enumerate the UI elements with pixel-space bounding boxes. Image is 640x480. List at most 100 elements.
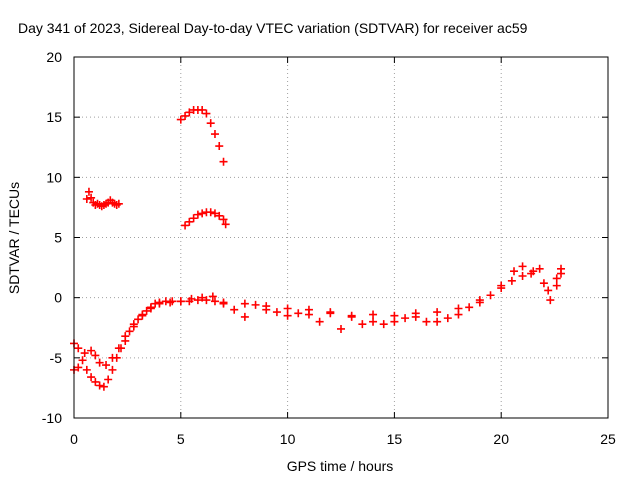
- x-axis-label: GPS time / hours: [287, 458, 394, 474]
- data-point: [557, 264, 566, 273]
- data-point: [454, 304, 463, 313]
- data-point: [80, 349, 89, 358]
- chart-title: Day 341 of 2023, Sidereal Day-to-day VTE…: [18, 20, 528, 36]
- data-point: [87, 193, 96, 202]
- data-point: [121, 332, 130, 341]
- y-axis-label: SDTVAR / TECUs: [6, 182, 22, 294]
- data-point: [401, 314, 410, 323]
- x-tick-label: 5: [177, 431, 185, 447]
- series-arc-mid: [181, 208, 230, 230]
- data-point: [129, 322, 138, 331]
- data-point: [114, 344, 123, 353]
- data-point: [102, 361, 111, 370]
- data-point: [198, 293, 207, 302]
- data-point: [87, 373, 96, 382]
- data-point: [240, 312, 249, 321]
- data-points: [70, 105, 566, 391]
- series-arc-high: [176, 105, 228, 166]
- data-point: [82, 194, 91, 203]
- data-point: [433, 317, 442, 326]
- data-point: [210, 130, 219, 139]
- data-point: [465, 303, 474, 312]
- data-point: [240, 299, 249, 308]
- x-tick-label: 10: [280, 431, 296, 447]
- data-point: [283, 311, 292, 320]
- data-point: [198, 209, 207, 218]
- data-point: [507, 276, 516, 285]
- data-point: [95, 381, 104, 390]
- data-point: [125, 327, 134, 336]
- data-point: [91, 377, 100, 386]
- data-point: [262, 302, 271, 311]
- x-tick-label: 15: [387, 431, 403, 447]
- y-tick-label: 20: [46, 49, 62, 65]
- data-point: [215, 142, 224, 151]
- data-point: [91, 351, 100, 360]
- y-tick-label: -5: [50, 350, 63, 366]
- data-point: [294, 309, 303, 318]
- data-point: [215, 211, 224, 220]
- data-point: [230, 305, 239, 314]
- data-point: [539, 279, 548, 288]
- data-point: [108, 353, 117, 362]
- data-point: [185, 217, 194, 226]
- data-point: [206, 208, 215, 217]
- y-tick-label: 0: [54, 290, 62, 306]
- data-point: [78, 356, 87, 365]
- data-point: [210, 297, 219, 306]
- data-point: [486, 291, 495, 300]
- data-point: [82, 365, 91, 374]
- data-point: [74, 344, 83, 353]
- data-point: [176, 297, 185, 306]
- data-point: [176, 115, 185, 124]
- data-point: [546, 296, 555, 305]
- x-tick-label: 0: [70, 431, 78, 447]
- grid-lines: [74, 57, 608, 418]
- data-point: [198, 105, 207, 114]
- data-point: [315, 317, 324, 326]
- data-point: [155, 299, 164, 308]
- data-point: [138, 310, 147, 319]
- x-tick-label: 25: [600, 431, 616, 447]
- data-point: [146, 304, 155, 313]
- data-point: [411, 309, 420, 318]
- data-point: [544, 286, 553, 295]
- data-point: [206, 119, 215, 128]
- data-point: [202, 296, 211, 305]
- y-tick-label: 5: [54, 230, 62, 246]
- data-point: [189, 214, 198, 223]
- data-point: [251, 300, 260, 309]
- data-point: [527, 269, 536, 278]
- data-point: [369, 310, 378, 319]
- data-point: [497, 281, 506, 290]
- data-point: [272, 308, 281, 317]
- tick-labels: 0 5 10 15 20 25 -10 -5 0 5 10 15 20: [42, 49, 616, 447]
- y-tick-label: -10: [42, 410, 62, 426]
- data-point: [369, 317, 378, 326]
- data-point: [221, 220, 230, 229]
- data-point: [552, 281, 561, 290]
- data-point: [422, 317, 431, 326]
- data-point: [518, 262, 527, 271]
- data-point: [347, 312, 356, 321]
- data-point: [379, 320, 388, 329]
- data-point: [99, 382, 108, 391]
- data-point: [433, 308, 442, 317]
- data-point: [181, 111, 190, 120]
- data-point: [304, 305, 313, 314]
- data-point: [193, 210, 202, 219]
- data-point: [104, 375, 113, 384]
- series-arc-early: [82, 187, 123, 211]
- data-point: [219, 299, 228, 308]
- data-point: [181, 221, 190, 230]
- data-point: [134, 315, 143, 324]
- data-point: [219, 157, 228, 166]
- data-point: [210, 209, 219, 218]
- data-point: [187, 294, 196, 303]
- data-point: [202, 109, 211, 118]
- data-point: [326, 309, 335, 318]
- data-point: [510, 267, 519, 276]
- data-point: [208, 292, 217, 301]
- data-point: [535, 264, 544, 273]
